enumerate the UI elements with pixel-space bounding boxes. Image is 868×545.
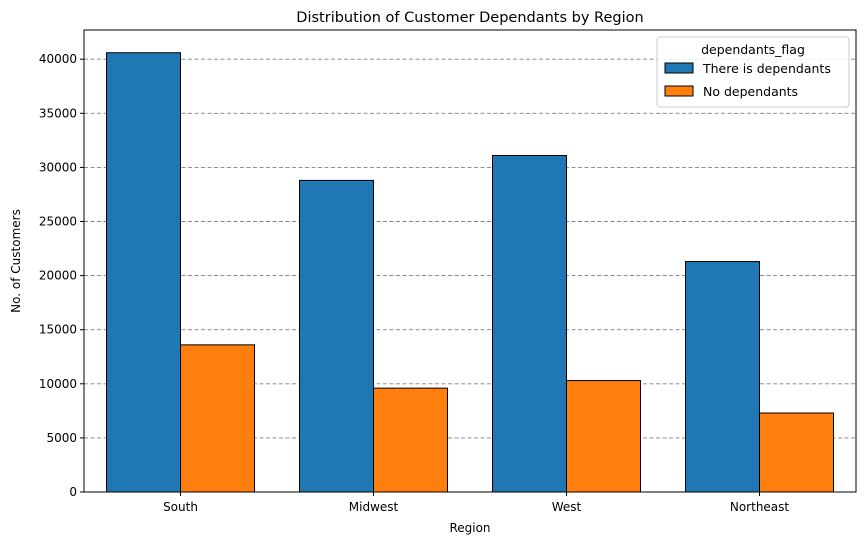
bar-south-dependants: [106, 52, 181, 493]
y-tick-label: 40000: [39, 52, 77, 66]
gridlines: [84, 58, 856, 439]
chart-title: Distribution of Customer Dependants by R…: [296, 10, 643, 26]
y-tick-label: 0: [69, 485, 77, 499]
x-tick-label: Midwest: [349, 500, 399, 514]
x-tick-label: West: [552, 500, 582, 514]
y-tick-label: 35000: [39, 106, 77, 120]
x-axis: South Midwest West Northeast: [163, 492, 789, 514]
y-axis: 0 5000 10000 15000 20000 25000 30000 35000 40000: [39, 52, 84, 499]
x-tick-label: South: [163, 500, 198, 514]
legend-swatch-there-is-dependants: [664, 62, 694, 74]
bar-northeast-dependants: [685, 261, 760, 493]
x-axis-label: Region: [449, 521, 490, 535]
legend-title: dependants_flag: [701, 42, 805, 57]
y-tick-label: 30000: [39, 160, 77, 174]
bar-west-dependants: [492, 155, 567, 493]
bar-south-no-dependants: [180, 344, 255, 493]
legend-box: [656, 36, 850, 108]
y-tick-label: 25000: [39, 215, 77, 229]
bar-midwest-no-dependants: [373, 387, 448, 493]
x-tick-label: Northeast: [730, 500, 790, 514]
y-axis-label: No. of Customers: [9, 209, 23, 313]
bars: [106, 52, 834, 493]
y-tick-label: 10000: [39, 377, 77, 391]
bar-west-no-dependants: [566, 380, 641, 493]
y-tick-label: 5000: [46, 431, 77, 445]
bar-midwest-dependants: [299, 179, 374, 493]
plot-frame: [83, 29, 857, 493]
y-tick-label: 15000: [39, 323, 77, 337]
bar-northeast-no-dependants: [759, 412, 834, 493]
legend-label-no-dependants: No dependants: [703, 84, 798, 99]
legend-label-there-is-dependants: There is dependants: [702, 61, 831, 76]
legend: dependants_flag There is dependants No d…: [656, 36, 850, 108]
y-tick-label: 20000: [39, 269, 77, 283]
legend-swatch-no-dependants: [664, 85, 694, 97]
